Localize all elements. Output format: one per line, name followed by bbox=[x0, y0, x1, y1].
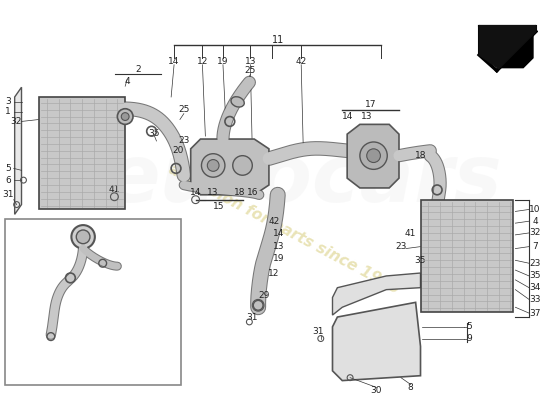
Polygon shape bbox=[479, 26, 536, 69]
Text: 34: 34 bbox=[529, 283, 541, 292]
Polygon shape bbox=[347, 124, 399, 188]
Polygon shape bbox=[333, 302, 421, 380]
Text: 15: 15 bbox=[213, 202, 225, 211]
Text: 17: 17 bbox=[365, 100, 376, 109]
Circle shape bbox=[76, 230, 90, 244]
Text: 35: 35 bbox=[529, 272, 541, 280]
Bar bbox=[39, 97, 125, 210]
Text: 33: 33 bbox=[529, 295, 541, 304]
Text: 14: 14 bbox=[342, 112, 353, 121]
Text: 5: 5 bbox=[466, 322, 472, 331]
Circle shape bbox=[121, 113, 129, 120]
Text: a passion for parts since 1985: a passion for parts since 1985 bbox=[166, 162, 402, 296]
Text: 32: 32 bbox=[10, 117, 21, 126]
Text: 35: 35 bbox=[415, 256, 426, 265]
Text: 32: 32 bbox=[529, 228, 541, 238]
Text: 14: 14 bbox=[190, 188, 201, 197]
Text: 1: 1 bbox=[5, 107, 10, 116]
Circle shape bbox=[117, 109, 133, 124]
Text: 18: 18 bbox=[234, 188, 245, 197]
Text: 13: 13 bbox=[273, 242, 284, 251]
Text: 35: 35 bbox=[148, 129, 160, 138]
Text: 4: 4 bbox=[124, 77, 130, 86]
Text: 16: 16 bbox=[246, 188, 258, 197]
Text: 19: 19 bbox=[273, 254, 284, 263]
Text: 40: 40 bbox=[61, 301, 72, 310]
Circle shape bbox=[72, 225, 95, 248]
Text: 13: 13 bbox=[245, 57, 256, 66]
Text: 18: 18 bbox=[415, 151, 426, 160]
Circle shape bbox=[207, 160, 219, 171]
Text: 31: 31 bbox=[2, 190, 14, 199]
Polygon shape bbox=[333, 273, 421, 315]
Ellipse shape bbox=[231, 97, 244, 107]
Polygon shape bbox=[15, 87, 21, 214]
Text: 23: 23 bbox=[178, 136, 190, 146]
Text: 2: 2 bbox=[135, 65, 141, 74]
Text: 42: 42 bbox=[268, 217, 279, 226]
Text: 19: 19 bbox=[217, 57, 229, 66]
Text: 14: 14 bbox=[168, 57, 180, 66]
Bar bbox=[5, 219, 181, 386]
Text: 41: 41 bbox=[109, 185, 120, 194]
Text: 13: 13 bbox=[207, 188, 219, 197]
Text: 36: 36 bbox=[29, 303, 40, 312]
Polygon shape bbox=[499, 32, 533, 68]
Text: 12: 12 bbox=[268, 268, 279, 278]
Text: 30: 30 bbox=[371, 386, 382, 395]
Text: 11: 11 bbox=[272, 35, 284, 45]
Text: 29: 29 bbox=[258, 291, 270, 300]
Text: 31: 31 bbox=[312, 327, 323, 336]
Text: 10: 10 bbox=[529, 205, 541, 214]
Text: 12: 12 bbox=[197, 57, 208, 66]
Text: 5: 5 bbox=[5, 164, 10, 173]
Text: 41: 41 bbox=[405, 230, 416, 238]
Circle shape bbox=[360, 142, 387, 169]
Text: 4: 4 bbox=[532, 217, 538, 226]
Circle shape bbox=[367, 149, 381, 162]
Circle shape bbox=[233, 156, 252, 175]
Text: 25: 25 bbox=[178, 105, 190, 114]
Text: 8: 8 bbox=[408, 383, 414, 392]
Bar bbox=[421, 200, 513, 312]
Text: 25: 25 bbox=[245, 66, 256, 75]
Text: 37: 37 bbox=[529, 309, 541, 318]
Text: 23: 23 bbox=[529, 259, 541, 268]
Text: 7: 7 bbox=[532, 242, 538, 251]
Text: 3: 3 bbox=[5, 97, 10, 106]
Text: 13: 13 bbox=[361, 112, 372, 121]
Text: eurocars: eurocars bbox=[105, 141, 502, 219]
Text: 9: 9 bbox=[466, 334, 472, 343]
Text: 20: 20 bbox=[172, 146, 184, 155]
Text: 31: 31 bbox=[246, 312, 258, 322]
Text: 14: 14 bbox=[273, 230, 284, 238]
Polygon shape bbox=[191, 139, 269, 195]
Text: 23: 23 bbox=[395, 242, 406, 251]
Text: 6: 6 bbox=[5, 176, 10, 185]
Text: 42: 42 bbox=[295, 57, 307, 66]
Circle shape bbox=[201, 154, 225, 177]
